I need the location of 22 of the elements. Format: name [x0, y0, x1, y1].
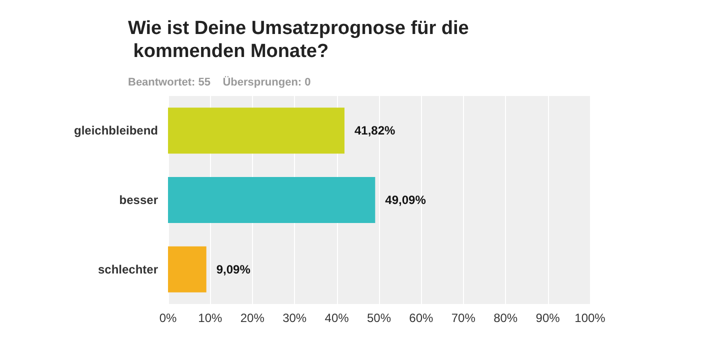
y-tick-label: schlechter: [98, 262, 158, 276]
x-tick-label: 100%: [574, 311, 606, 325]
chart-title: Wie ist Deine Umsatzprognose für die kommenden Monate?: [128, 18, 469, 62]
x-tick-label: 40%: [324, 311, 350, 325]
x-tick-label: 60%: [409, 311, 434, 325]
x-tick-label: 30%: [282, 311, 307, 325]
data-label: 49,09%: [385, 193, 426, 207]
data-label: 9,09%: [216, 262, 251, 276]
data-label: 41,82%: [354, 124, 396, 138]
x-tick-label: 0%: [159, 311, 177, 325]
y-tick-label: gleichbleibend: [74, 124, 158, 138]
x-tick-label: 70%: [451, 311, 476, 325]
x-tick-label: 50%: [366, 311, 392, 325]
x-tick-label: 20%: [240, 311, 265, 325]
chart-subtitle: Beantwortet: 55 Übersprungen: 0: [128, 76, 311, 88]
x-tick-label: 90%: [536, 311, 560, 325]
bar: [168, 177, 376, 223]
y-tick-label: besser: [119, 193, 158, 207]
bar: [168, 108, 344, 154]
x-tick-label: 10%: [198, 311, 223, 325]
x-tick-label: 80%: [494, 311, 518, 325]
bar: [168, 246, 206, 292]
